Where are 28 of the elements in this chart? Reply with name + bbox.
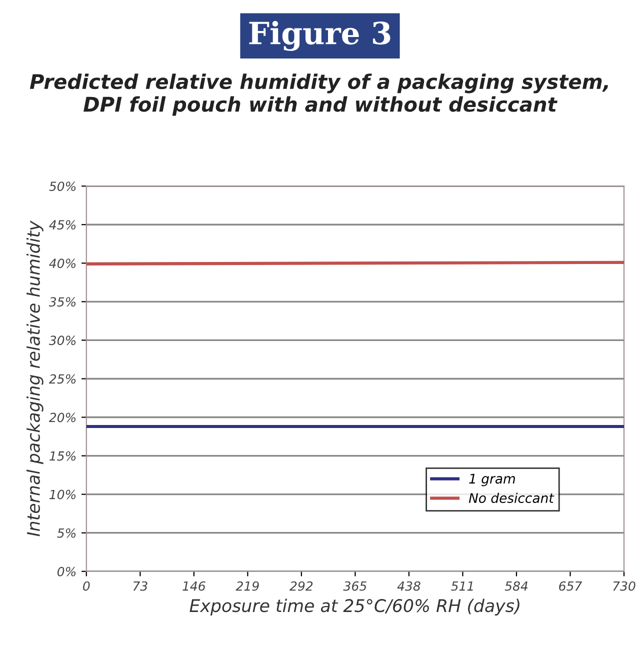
legend-label: No desiccant	[468, 492, 554, 504]
x-tick-label: 292	[290, 581, 313, 591]
y-tick-label: 40%	[49, 258, 76, 268]
x-tick-label: 657	[559, 581, 582, 591]
y-tick-label: 0%	[57, 566, 76, 576]
x-tick-label: 584	[504, 581, 528, 591]
y-tick-label: 10%	[50, 490, 76, 500]
y-tick-label: 35%	[48, 297, 76, 307]
y-tick-label: 5%	[57, 528, 76, 538]
x-tick-label: 730	[613, 581, 636, 591]
x-axis-title: Exposure time at 25°C/60% RH (days)	[190, 598, 520, 616]
y-tick-label: 45%	[49, 220, 76, 230]
chart-title: Figure 3	[249, 20, 390, 51]
x-tick-label: 0	[83, 581, 90, 591]
x-tick-label: 365	[343, 581, 366, 591]
y-tick-label: 30%	[48, 336, 76, 346]
y-tick-label: 25%	[48, 374, 76, 384]
y-tick-label: 15%	[50, 451, 76, 461]
x-tick-label: 146	[182, 581, 206, 591]
chart-subtitle: Predicted relative humidity of a packaging system, DPI foil pouch with and without desiccant	[30, 74, 608, 116]
y-tick-label: 50%	[49, 182, 76, 192]
x-tick-label: 511	[451, 581, 473, 591]
x-tick-label: 438	[397, 581, 420, 591]
x-tick-label: 219	[236, 581, 259, 591]
y-tick-label: 20%	[48, 412, 76, 422]
y-axis-title: Internal packaging relative humidity	[26, 220, 44, 536]
x-tick-label: 73	[133, 581, 148, 591]
legend-label: 1 gram	[469, 474, 515, 486]
